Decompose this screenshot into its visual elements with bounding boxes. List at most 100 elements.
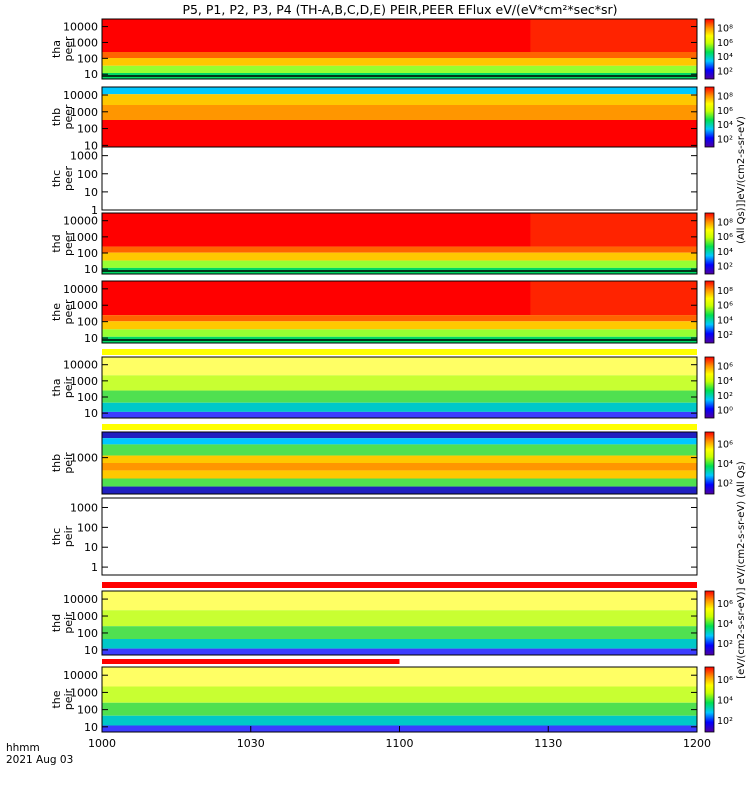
colorbar-tick-thb_peir-0: 10⁶ — [717, 440, 733, 451]
spectrum-band-tha_peer-2 — [102, 58, 697, 66]
spectrum-band-thb_peir-7 — [102, 486, 697, 494]
ytick-label-thb_peer-1: 1000 — [70, 106, 98, 119]
panel-label-probe-the_peer: the — [50, 303, 63, 321]
spectrum-band-thd_peer-1 — [102, 246, 697, 253]
spectrum-band-thd_peer-2 — [102, 252, 697, 261]
spectrum-band-thd_peer-3 — [102, 260, 697, 268]
ytick-label-thc_peer-2: 10 — [84, 186, 98, 199]
spectrum-band-the_peer-3 — [102, 329, 697, 337]
ytick-label-the_peer-2: 100 — [77, 316, 98, 329]
spectrum-band-thb_peir-0 — [102, 432, 697, 439]
colorbar-tick-tha_peer-0: 10⁸ — [717, 24, 733, 35]
ytick-label-tha_peer-1: 1000 — [70, 36, 98, 49]
spectrum-band-tha_peer-1 — [102, 52, 697, 58]
panel-label-probe-the_peir: the — [50, 690, 63, 708]
panel-label-species-the_peer: peer — [62, 299, 75, 325]
spectrum-band-thd_peir-3 — [102, 639, 697, 649]
spectrum-band-tha_peir-4 — [102, 411, 697, 418]
panel-label-species-the_peir: peir — [62, 688, 75, 710]
ytick-label-thb_peer-3: 10 — [84, 139, 98, 152]
colorbar-label-bottom: [eV/(cm2-s-sr-eV)] eV/(cm2-s-sr-eV) (All… — [736, 461, 747, 679]
colorbar-label-top: (All Qs)]]eV/(cm2-s-sr-eV) — [736, 116, 747, 244]
colorbar-thd_peir — [704, 590, 715, 656]
colorbar-the_peir — [704, 666, 715, 733]
ytick-label-tha_peir-0: 10000 — [63, 359, 98, 372]
ytick-label-the_peer-1: 1000 — [70, 299, 98, 312]
late-activity-tha_peer — [530, 19, 697, 55]
ytick-label-tha_peer-0: 10000 — [63, 21, 98, 34]
colorbar-tick-the_peer-3: 10² — [717, 330, 733, 341]
ytick-label-the_peer-3: 10 — [84, 332, 98, 345]
panel-label-species-thb_peer: peer — [62, 104, 75, 130]
colorbar-tick-the_peer-2: 10⁴ — [717, 315, 733, 326]
xtick-label-3: 1130 — [534, 737, 562, 750]
ytick-label-thd_peer-0: 10000 — [63, 215, 98, 228]
ytick-label-thd_peir-1: 1000 — [70, 610, 98, 623]
spectrum-band-thb_peir-6 — [102, 478, 697, 487]
panel-thb_peir: 1000 thb peir 10⁶ 10⁴ 10² — [50, 424, 733, 495]
panel-frame-thc_peer — [101, 146, 698, 211]
colorbar-tick-thb_peer-2: 10⁴ — [717, 120, 733, 131]
ytick-label-thd_peer-1: 1000 — [70, 231, 98, 244]
spectrum-band-thb_peer-3 — [102, 120, 697, 147]
colorbar-tick-tha_peer-1: 10⁶ — [717, 38, 733, 49]
colorbar-tick-thb_peir-1: 10⁴ — [717, 459, 733, 470]
ytick-label-thd_peer-2: 100 — [77, 247, 98, 260]
spectrum-band-thb_peir-3 — [102, 455, 697, 463]
panel-label-probe-tha_peer: tha — [50, 40, 63, 58]
late-activity-the_peer — [530, 281, 697, 319]
spectrum-band-thd_peir-1 — [102, 610, 697, 627]
colorbar-tick-thd_peir-0: 10⁶ — [717, 599, 733, 610]
spectrum-band-the_peir-2 — [102, 702, 697, 716]
panel-label-species-thd_peir: peir — [62, 612, 75, 634]
ytick-label-thc_peir-3: 1 — [91, 561, 98, 574]
panel-label-species-thc_peir: peir — [62, 525, 75, 547]
x-unit-label: hhmm — [6, 742, 40, 754]
spectrum-band-thb_peir-2 — [102, 444, 697, 456]
panel-label-probe-thc_peir: thc — [50, 528, 63, 545]
ytick-label-thb_peer-2: 100 — [77, 123, 98, 136]
panel-thc_peer: 1000 100 10 1 thc peer — [50, 146, 698, 217]
panel-frame-tha_peer — [101, 18, 698, 80]
colorbar-tick-tha_peir-2: 10² — [717, 391, 733, 402]
colorbar-thd_peer — [704, 212, 715, 275]
panel-label-species-thc_peer: peer — [62, 166, 75, 192]
late-activity-thd_peer — [530, 213, 697, 250]
colorbar-tick-tha_peer-3: 10² — [717, 66, 733, 77]
panel-label-species-thd_peer: peer — [62, 231, 75, 257]
spectrum-band-thb_peir-5 — [102, 470, 697, 479]
ytick-label-the_peir-1: 1000 — [70, 686, 98, 699]
colorbar-tick-thd_peer-3: 10² — [717, 261, 733, 272]
ytick-label-tha_peir-3: 10 — [84, 407, 98, 420]
ytick-label-the_peer-0: 10000 — [63, 283, 98, 296]
xtick-label-2: 1100 — [386, 737, 414, 750]
colorbar-tick-the_peir-2: 10² — [717, 716, 733, 727]
colorbar-tick-tha_peer-2: 10⁴ — [717, 52, 733, 63]
panel-tha_peer: 10000 1000 100 10 tha peer 10⁸ 10⁶ 10⁴ 10² — [50, 18, 733, 81]
spectrum-band-tha_peir-2 — [102, 390, 697, 403]
ytick-label-thc_peir-1: 100 — [77, 521, 98, 534]
ytick-label-thd_peir-3: 10 — [84, 644, 98, 657]
colorbar-tha_peer — [704, 18, 715, 80]
spectrum-band-thb_peer-2 — [102, 105, 697, 120]
panel-the_peer: 10000 1000 100 10 the peer 10⁸ 10⁶ 10⁴ 10² — [50, 280, 733, 345]
ytick-label-thc_peir-2: 10 — [84, 541, 98, 554]
spectrum-band-thb_peir-4 — [102, 463, 697, 471]
ytick-label-thc_peer-3: 1 — [91, 204, 98, 217]
status-band-the_peir — [102, 659, 400, 664]
panel-label-probe-thd_peer: thd — [50, 234, 63, 252]
panel-thd_peer: 10000 1000 100 10 thd peer 10⁸ 10⁶ 10⁴ 10² — [50, 212, 733, 276]
spectrum-band-thd_peir-4 — [102, 648, 697, 655]
panel-label-probe-thb_peer: thb — [50, 108, 63, 126]
colorbar-tick-the_peer-0: 10⁸ — [717, 286, 733, 297]
ytick-label-thd_peer-3: 10 — [84, 263, 98, 276]
colorbar-tick-thd_peer-1: 10⁶ — [717, 232, 733, 243]
status-band-tha_peir — [102, 349, 697, 355]
spectrum-band-thb_peer-0 — [102, 87, 697, 95]
ytick-label-thc_peer-1: 100 — [77, 168, 98, 181]
ytick-label-thc_peer-0: 1000 — [70, 150, 98, 163]
panel-label-probe-tha_peir: tha — [50, 378, 63, 396]
spectrum-band-thd_peir-2 — [102, 626, 697, 639]
status-band-thb_peir — [102, 424, 697, 430]
